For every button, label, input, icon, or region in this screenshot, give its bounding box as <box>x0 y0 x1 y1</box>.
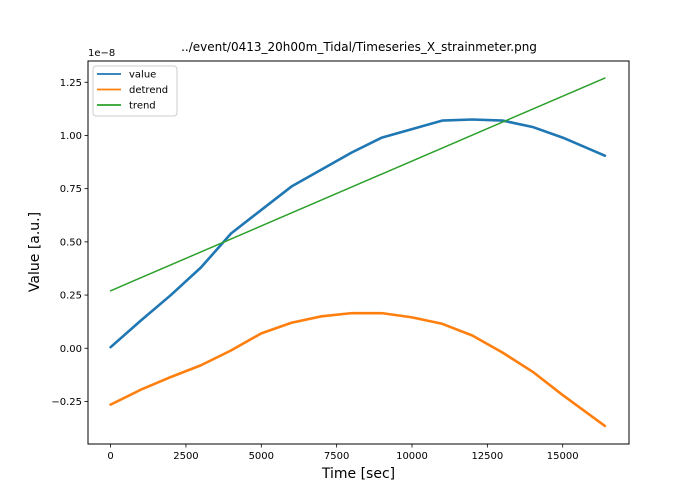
plot-frame <box>87 60 630 445</box>
x-tick-label: 10000 <box>396 451 428 462</box>
y-tick-label: 0.75 <box>60 184 82 195</box>
chart-title: ../event/0413_20h00m_Tidal/Timeseries_X_… <box>181 40 537 54</box>
y-tick-label: 0.50 <box>60 237 82 248</box>
x-tick-label: 7500 <box>324 451 349 462</box>
x-axis-label: Time [sec] <box>321 466 395 482</box>
legend-label-trend: trend <box>129 101 156 112</box>
x-tick-label: 15000 <box>547 451 579 462</box>
x-tick-label: 12500 <box>471 451 503 462</box>
y-tick-label: 0.25 <box>60 291 82 302</box>
series-layer <box>109 77 607 428</box>
y-tick-label: 1.25 <box>60 78 82 89</box>
legend-box <box>92 65 178 117</box>
legend-label-value: value <box>129 70 156 81</box>
legend: value detrend trend <box>92 65 178 117</box>
series-line-trend <box>109 77 606 292</box>
legend-label-detrend: detrend <box>129 85 168 96</box>
y-tick-label: 0.00 <box>60 344 82 355</box>
series-line-detrend <box>109 311 607 428</box>
x-axis-ticks: 0 2500 5000 7500 10000 12500 15000 <box>107 444 579 462</box>
y-axis-offset-label: 1e−8 <box>88 48 115 59</box>
y-tick-label: 1.00 <box>60 131 82 142</box>
y-tick-label: −0.25 <box>51 397 82 408</box>
y-axis-ticks: −0.25 0.00 0.25 0.50 0.75 1.00 1.25 <box>51 78 88 408</box>
x-tick-label: 0 <box>107 451 113 462</box>
x-tick-label: 2500 <box>173 451 198 462</box>
y-axis-label: Value [a.u.] <box>27 212 43 292</box>
series-line-value <box>109 118 607 349</box>
x-tick-label: 5000 <box>249 451 274 462</box>
